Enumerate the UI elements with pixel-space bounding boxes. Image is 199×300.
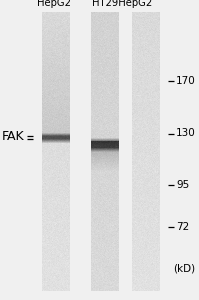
Text: 72: 72 [176,221,189,232]
Text: 170: 170 [176,76,196,86]
Text: (kD): (kD) [173,263,195,274]
Text: HepG2: HepG2 [37,0,71,8]
Text: HT29HepG2: HT29HepG2 [92,0,152,8]
Text: FAK: FAK [2,130,25,143]
Text: 95: 95 [176,179,189,190]
Text: 130: 130 [176,128,196,139]
